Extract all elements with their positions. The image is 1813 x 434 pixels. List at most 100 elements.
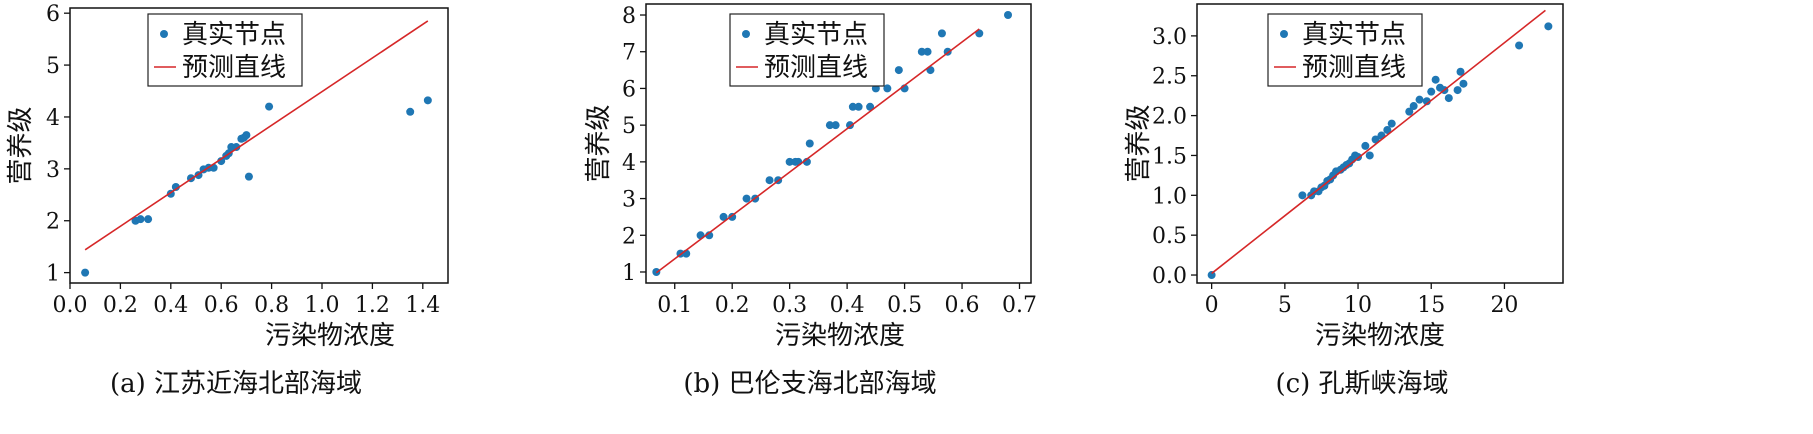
x-tick-label: 0.8: [254, 293, 289, 318]
data-point: [244, 172, 253, 181]
prediction-line: [1211, 9, 1546, 275]
data-point: [1361, 141, 1370, 150]
x-axis-label: 污染物浓度: [265, 321, 395, 351]
y-tick-label: 2.0: [1152, 105, 1187, 130]
plot-frame: [1196, 3, 1564, 284]
y-tick-label: 8: [622, 4, 636, 29]
data-point: [1456, 67, 1465, 76]
y-tick-label: 6: [622, 77, 636, 102]
x-tick-label: 0.4: [830, 293, 865, 318]
x-axis-label: 污染物浓度: [1315, 321, 1445, 351]
legend-label-line: 预测直线: [1302, 53, 1406, 83]
x-tick-label: 0.1: [657, 293, 692, 318]
data-point: [1298, 191, 1307, 200]
chart-panel-2: 0.1 0.2 0.3 0.4 0.5 0.6 0.7 1 2 3 4 5 6 7 8 真实节点预测直线污染物…: [584, 3, 1037, 399]
data-point: [742, 194, 751, 203]
x-tick-label: 10: [1344, 293, 1372, 318]
data-point: [854, 102, 863, 111]
y-tick-label: 5: [622, 114, 636, 139]
data-point: [1383, 125, 1392, 134]
panel-caption: (c) 孔斯峡海域: [1275, 369, 1448, 399]
data-point: [1459, 79, 1468, 88]
legend-point-marker: [742, 30, 750, 38]
legend-label-line: 预测直线: [182, 53, 286, 83]
data-point: [1387, 119, 1396, 128]
data-point: [1453, 86, 1462, 95]
data-point: [144, 215, 153, 224]
x-tick-label: 0.2: [715, 293, 750, 318]
data-point: [866, 102, 875, 111]
data-point: [423, 96, 432, 105]
data-point: [81, 268, 90, 277]
data-point: [1544, 22, 1553, 31]
x-tick-label: 0.6: [945, 293, 980, 318]
legend-label-line: 预测直线: [764, 53, 868, 83]
x-tick-label: 0.7: [1002, 293, 1037, 318]
y-axis-label: 营养级: [1124, 104, 1154, 182]
data-point: [831, 121, 840, 130]
x-tick-label: 5: [1278, 293, 1292, 318]
legend-point-marker: [160, 30, 168, 38]
data-point: [825, 121, 834, 130]
y-tick-label: 3: [46, 158, 60, 183]
data-point: [1515, 41, 1524, 50]
data-point: [848, 102, 857, 111]
data-point: [265, 102, 274, 111]
x-tick-label: 0.3: [772, 293, 807, 318]
x-tick-label: 1.2: [355, 293, 390, 318]
chart-panel-1: 0.0 0.2 0.4 0.6 0.8 1.0 1.2 1.4 1 2 3 4 5 6 真实节点预测直线污染…: [6, 2, 449, 399]
data-point: [1427, 87, 1436, 96]
y-axis-label: 营养级: [584, 104, 614, 182]
data-point: [1405, 107, 1414, 116]
data-point: [937, 29, 946, 38]
prediction-line: [655, 28, 980, 274]
data-point: [406, 107, 415, 116]
panel-caption: (b) 巴伦支海北部海域: [683, 369, 936, 399]
y-tick-label: 0.0: [1152, 264, 1187, 289]
x-tick-label: 0.5: [887, 293, 922, 318]
data-point: [136, 215, 145, 224]
data-point: [1207, 271, 1216, 280]
y-tick-label: 4: [622, 151, 636, 176]
data-point: [883, 84, 892, 93]
x-tick-label: 0.2: [103, 293, 138, 318]
data-point: [1371, 135, 1380, 144]
legend-label-points: 真实节点: [182, 20, 286, 50]
x-tick-label: 0.0: [53, 293, 88, 318]
y-tick-label: 7: [622, 41, 636, 66]
data-point: [171, 183, 180, 192]
x-tick-label: 15: [1417, 293, 1445, 318]
chart-panel-3: 0 5 10 15 20 0.0 0.5 1.0 1.5 2.0 2.5 3.0 真实节点预测直线污染物…: [1124, 3, 1564, 399]
data-point: [894, 66, 903, 75]
y-tick-label: 1: [622, 261, 636, 286]
data-point: [917, 47, 926, 56]
y-tick-label: 1: [46, 262, 60, 287]
data-point: [785, 157, 794, 166]
data-point: [923, 47, 932, 56]
legend-box: [729, 13, 885, 87]
y-tick-label: 1.5: [1152, 144, 1187, 169]
y-axis-label: 营养级: [6, 106, 36, 184]
panel-caption: (a) 江苏近海北部海域: [110, 369, 362, 399]
legend-box: [147, 13, 303, 87]
y-tick-label: 3: [622, 188, 636, 213]
data-point: [805, 139, 814, 148]
x-tick-label: 1.0: [305, 293, 340, 318]
y-tick-label: 0.5: [1152, 224, 1187, 249]
data-point: [1444, 94, 1453, 103]
y-tick-label: 1.0: [1152, 184, 1187, 209]
data-point: [1431, 75, 1440, 84]
data-point: [1415, 95, 1424, 104]
y-tick-label: 6: [46, 2, 60, 27]
y-tick-label: 2: [622, 224, 636, 249]
data-point: [1365, 151, 1374, 160]
data-point: [1409, 102, 1418, 111]
legend-label-points: 真实节点: [1302, 20, 1406, 50]
prediction-line: [84, 20, 429, 251]
data-point: [1004, 11, 1013, 20]
x-tick-label: 1.4: [405, 293, 440, 318]
y-tick-label: 5: [46, 54, 60, 79]
